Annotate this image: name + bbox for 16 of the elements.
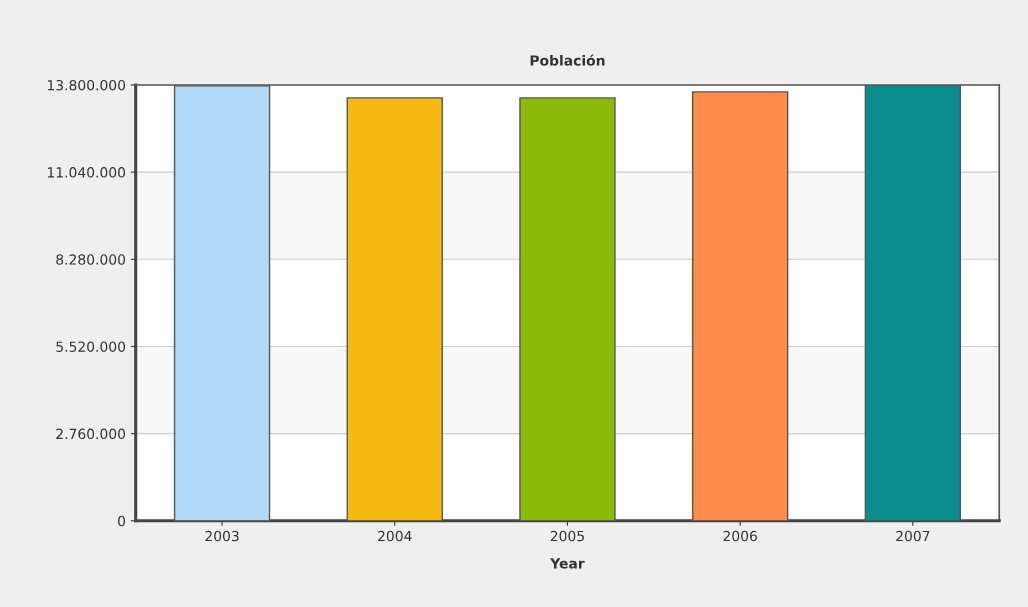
x-tick-label: 2007	[896, 530, 930, 542]
bar	[346, 97, 443, 521]
y-tick-label: 8.280.000	[56, 254, 126, 265]
y-tick-label: 2.760.000	[56, 428, 126, 440]
bar	[691, 91, 789, 521]
y-tick-label: 5.520.000	[56, 341, 126, 352]
x-tick-label: 2003	[205, 530, 239, 542]
bar	[519, 97, 616, 521]
x-axis-title: Year	[550, 558, 585, 569]
y-tick-label: 0	[118, 515, 126, 527]
chart-title: Población	[530, 54, 605, 66]
y-tick-label: 11.040.000	[47, 167, 126, 178]
y-tick-label: 13.800.000	[47, 79, 126, 91]
x-tick-label: 2004	[378, 530, 412, 542]
x-tick-label: 2006	[723, 530, 757, 542]
x-tick-label: 2005	[550, 530, 584, 542]
